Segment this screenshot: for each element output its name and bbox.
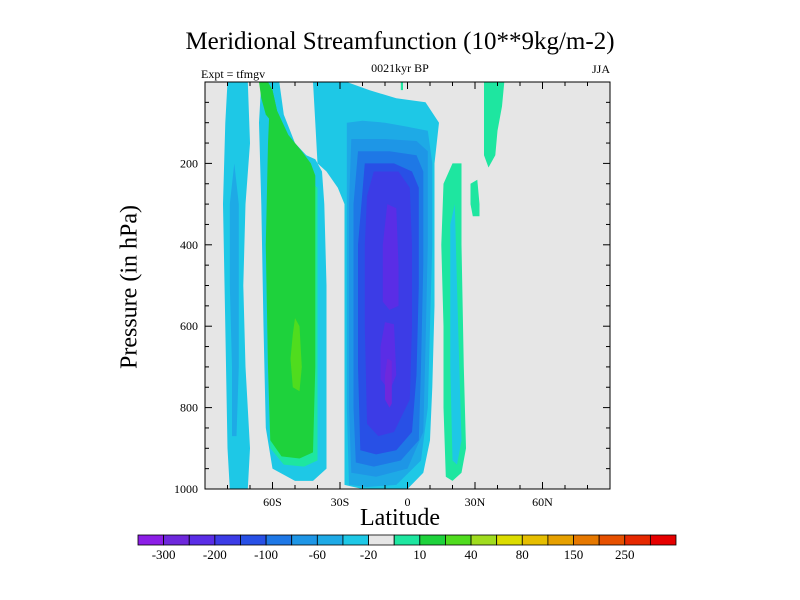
chart-title: Meridional Streamfunction (10**9kg/m-2) <box>185 28 615 55</box>
colorbar-label: -60 <box>309 547 326 562</box>
colorbar <box>137 534 677 546</box>
contour-region <box>450 204 462 465</box>
contour-region <box>484 82 505 168</box>
colorbar-label: 150 <box>564 547 584 562</box>
x-tick-label: 30S <box>331 495 350 509</box>
colorbar-label: 250 <box>615 547 635 562</box>
y-tick-label: 800 <box>180 401 198 415</box>
x-tick-label: 0 <box>405 495 411 509</box>
season-label: JJA <box>591 62 610 76</box>
x-axis: 60S 30S 0 30N 60N <box>204 82 611 509</box>
colorbar-swatch <box>521 534 549 546</box>
contour-region <box>470 179 480 217</box>
colorbar-label: 10 <box>413 547 426 562</box>
colorbar-label: -20 <box>360 547 377 562</box>
colorbar-swatch <box>368 534 395 546</box>
colorbar-swatch <box>188 534 216 546</box>
colorbar-label: 80 <box>516 547 529 562</box>
colorbar-swatch <box>573 534 600 546</box>
y-axis: 200 400 600 800 1000 <box>174 81 610 496</box>
experiment-label: Expt = tfmgv <box>201 67 266 81</box>
contour-region <box>385 358 392 408</box>
y-tick-label: 1000 <box>174 482 198 496</box>
colorbar-swatch <box>470 534 498 546</box>
colorbar-label: -200 <box>203 547 227 562</box>
colorbar-swatch <box>291 534 318 546</box>
contour-layer <box>223 82 505 489</box>
contour-region <box>400 82 403 91</box>
colorbar-swatch <box>496 534 523 546</box>
contour-region <box>380 322 397 392</box>
contour-region <box>290 318 302 392</box>
colorbar-swatch <box>393 534 421 546</box>
y-tick-label: 200 <box>180 156 198 170</box>
colorbar-swatch <box>214 534 241 546</box>
x-tick-label: 60N <box>532 495 553 509</box>
colorbar-swatch <box>547 534 574 546</box>
colorbar-label: -300 <box>152 547 176 562</box>
colorbar-swatch <box>316 534 344 546</box>
colorbar-swatch <box>598 534 626 546</box>
y-tick-label: 600 <box>180 319 198 333</box>
contour-region <box>382 204 399 310</box>
x-tick-label: 30N <box>465 495 486 509</box>
colorbar-swatch <box>445 534 472 546</box>
x-tick-label: 60S <box>263 495 282 509</box>
colorbar-swatch <box>342 534 369 546</box>
y-tick-label: 400 <box>180 238 198 252</box>
colorbar-swatch <box>163 534 190 546</box>
contour-region <box>265 90 316 459</box>
contour-region <box>229 163 239 437</box>
colorbar-swatch <box>624 534 651 546</box>
colorbar-swatch <box>649 534 677 546</box>
period-label: 0021kyr BP <box>371 61 429 75</box>
contour-region <box>259 82 277 123</box>
x-axis-title: Latitude <box>360 505 440 531</box>
colorbar-labels: -300 -200 -100 -60 -20 10 40 80 150 250 <box>152 547 635 562</box>
colorbar-label: 40 <box>465 547 478 562</box>
colorbar-swatch <box>419 534 446 546</box>
colorbar-swatch <box>240 534 267 546</box>
colorbar-swatch <box>265 534 293 546</box>
colorbar-swatch <box>137 534 165 546</box>
colorbar-label: -100 <box>254 547 278 562</box>
